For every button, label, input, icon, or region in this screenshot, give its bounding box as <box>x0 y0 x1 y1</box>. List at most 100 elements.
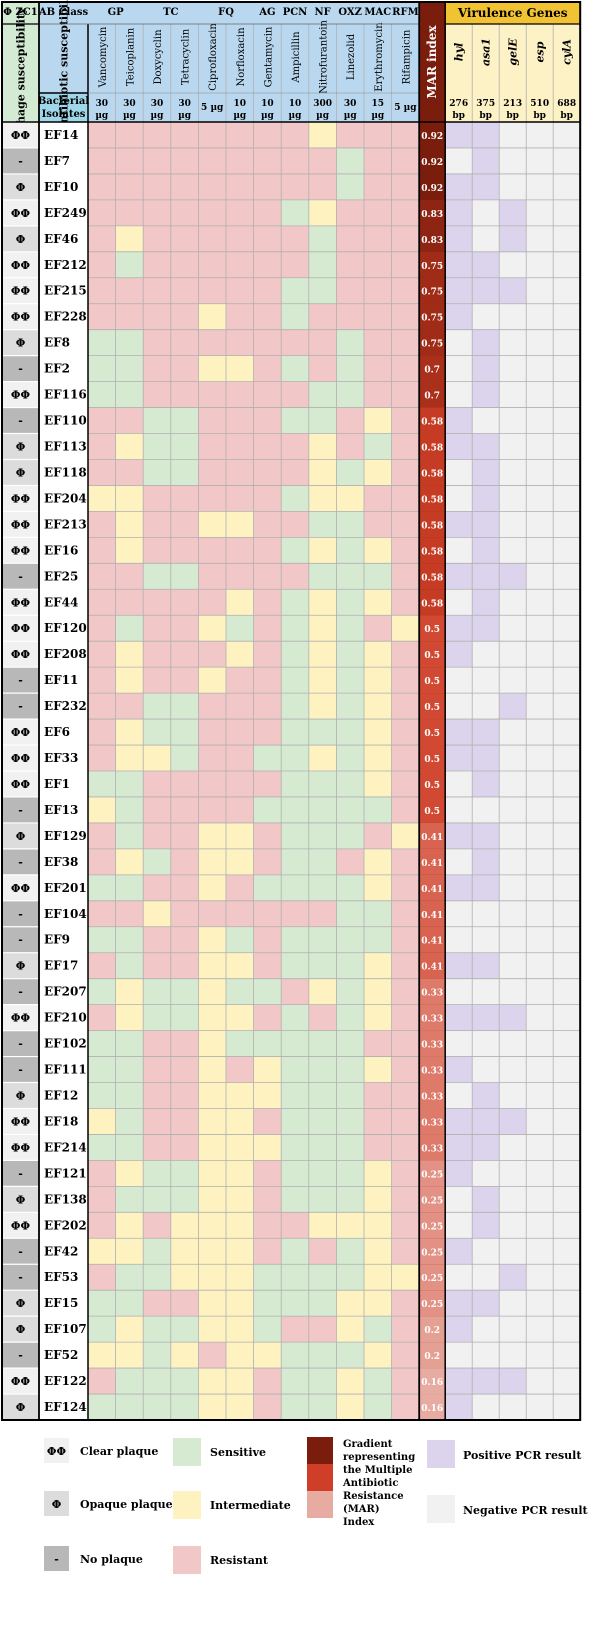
mar-cell <box>419 822 446 849</box>
susceptibility-cell <box>198 1082 226 1109</box>
legend-mar-label: Gradient <box>343 1439 393 1450</box>
susceptibility-cell <box>364 1264 392 1291</box>
isolate-id: EF13 <box>44 803 78 817</box>
mar-value: 0.7 <box>424 392 440 402</box>
susceptibility-cell <box>115 1212 144 1239</box>
pcr-cell <box>445 563 473 590</box>
isolate-id: EF249 <box>44 206 87 220</box>
phage-cell <box>2 589 39 616</box>
susceptibility-cell <box>226 459 254 486</box>
susceptibility-cell <box>226 355 254 382</box>
susceptibility-cell <box>364 485 392 512</box>
mar-value: 0.41 <box>421 963 443 973</box>
isolate-id: EF202 <box>44 1218 87 1232</box>
susceptibility-cell <box>143 1082 171 1109</box>
susceptibility-cell <box>364 822 392 849</box>
antibiotic-name-label: Ampicillin <box>291 31 302 84</box>
susceptibility-cell <box>308 1290 337 1317</box>
pcr-cell <box>445 1316 473 1343</box>
susceptibility-cell <box>336 1056 364 1083</box>
pcr-cell <box>553 147 581 174</box>
susceptibility-cell <box>226 771 254 797</box>
pcr-cell <box>499 1316 527 1343</box>
susceptibility-cell <box>253 563 282 590</box>
pcr-cell <box>445 1368 473 1395</box>
pcr-cell <box>553 745 581 771</box>
isolate-id: EF122 <box>44 1374 87 1388</box>
susceptibility-cell <box>391 1368 420 1395</box>
isolate-id: EF210 <box>44 1011 87 1025</box>
mar-value: 0.75 <box>421 262 443 272</box>
phage-cell <box>2 459 39 486</box>
phage-cell <box>2 303 39 330</box>
susceptibility-cell <box>308 511 337 538</box>
isolate-id: EF16 <box>44 543 78 557</box>
susceptibility-cell <box>308 1186 337 1213</box>
phage-symbol: - <box>18 1349 23 1362</box>
susceptibility-cell <box>336 329 364 356</box>
phage-cell <box>2 563 39 590</box>
susceptibility-cell <box>143 693 171 720</box>
phage-cell <box>2 978 39 1005</box>
phage-cell <box>2 745 39 771</box>
pcr-cell <box>445 1160 473 1187</box>
phage-symbol: ΦΦ <box>11 1141 31 1154</box>
susceptibility-cell <box>336 407 364 434</box>
isolate-cell <box>39 511 88 538</box>
susceptibility-cell <box>308 1368 337 1395</box>
susceptibility-cell <box>115 693 144 720</box>
susceptibility-cell <box>115 1186 144 1213</box>
susceptibility-cell <box>88 822 116 849</box>
isolate-id: EF15 <box>44 1296 78 1310</box>
pcr-cell <box>553 1134 581 1161</box>
isolate-id: EF46 <box>44 232 78 246</box>
susceptibility-cell <box>391 147 420 174</box>
susceptibility-cell <box>143 615 171 642</box>
susceptibility-cell <box>226 745 254 771</box>
gene-size-label: 510 <box>530 99 549 109</box>
phage-symbol: Φ <box>16 1193 26 1206</box>
susceptibility-cell <box>170 251 199 278</box>
pcr-cell <box>472 1108 500 1135</box>
isolate-id: EF124 <box>44 1400 87 1414</box>
mar-cell <box>419 1316 446 1343</box>
susceptibility-cell <box>198 978 226 1005</box>
pcr-cell <box>526 641 554 668</box>
susceptibility-cell <box>170 537 199 564</box>
susceptibility-cell <box>253 822 282 849</box>
susceptibility-cell <box>336 822 364 849</box>
susceptibility-cell <box>391 978 420 1005</box>
isolate-id: EF215 <box>44 284 87 298</box>
susceptibility-cell <box>364 693 392 720</box>
susceptibility-cell <box>226 796 254 823</box>
pcr-cell <box>445 511 473 538</box>
isolate-id: EF201 <box>44 881 87 895</box>
susceptibility-cell <box>364 1394 392 1420</box>
susceptibility-cell <box>198 771 226 797</box>
susceptibility-cell <box>253 329 282 356</box>
susceptibility-cell <box>170 563 199 590</box>
pcr-cell <box>445 459 473 486</box>
susceptibility-cell <box>253 1342 282 1369</box>
antibiotic-name-label: Teicoplanin <box>125 27 136 86</box>
mar-value: 0.5 <box>424 703 440 713</box>
susceptibility-cell <box>143 1186 171 1213</box>
susceptibility-cell <box>115 199 144 226</box>
susceptibility-cell <box>88 1030 116 1057</box>
susceptibility-cell <box>308 277 337 304</box>
susceptibility-cell <box>115 433 144 460</box>
pcr-cell <box>499 693 527 720</box>
susceptibility-cell <box>391 537 420 564</box>
susceptibility-cell <box>115 1160 144 1187</box>
susceptibility-cell <box>143 407 171 434</box>
pcr-cell <box>553 1056 581 1083</box>
mar-cell <box>419 537 446 564</box>
pcr-cell <box>526 225 554 252</box>
susceptibility-cell <box>281 771 309 797</box>
susceptibility-cell <box>364 1056 392 1083</box>
susceptibility-cell <box>281 1342 309 1369</box>
pcr-cell <box>526 147 554 174</box>
susceptibility-cell <box>115 1238 144 1265</box>
susceptibility-cell <box>115 1056 144 1083</box>
